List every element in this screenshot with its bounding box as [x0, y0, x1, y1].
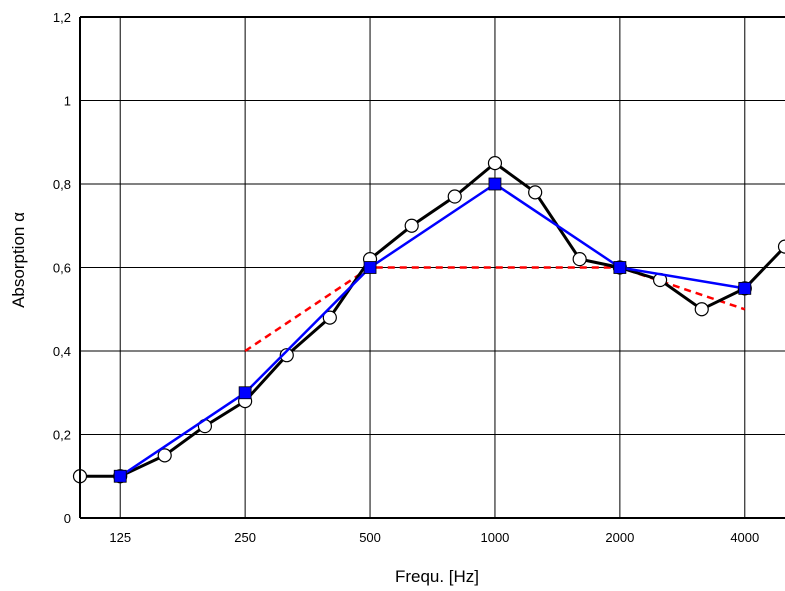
y-tick-label: 0,6: [53, 261, 71, 276]
y-tick-label: 0: [64, 511, 71, 526]
series-line: [80, 163, 785, 476]
y-tick-label: 1,2: [53, 10, 71, 25]
data-point-square: [364, 262, 376, 274]
series-2: [114, 178, 751, 482]
x-tick-label: 2000: [605, 530, 634, 545]
series-line: [120, 184, 745, 476]
series-group: [74, 157, 785, 483]
series-1: [74, 157, 785, 483]
x-tick-label: 125: [109, 530, 131, 545]
data-point-circle: [405, 219, 418, 232]
x-tick-label: 4000: [730, 530, 759, 545]
data-point-square: [114, 470, 126, 482]
y-tick-label: 0,4: [53, 344, 71, 359]
x-tick-label: 250: [234, 530, 256, 545]
y-axis-label: Absorption α: [9, 212, 28, 308]
data-point-square: [739, 282, 751, 294]
data-point-circle: [529, 186, 542, 199]
y-tick-label: 1: [64, 94, 71, 109]
data-point-square: [239, 387, 251, 399]
data-point-square: [614, 262, 626, 274]
x-tick-label: 1000: [480, 530, 509, 545]
data-point-circle: [448, 190, 461, 203]
grid-lines: [80, 17, 785, 518]
data-point-circle: [488, 157, 501, 170]
x-tick-label: 500: [359, 530, 381, 545]
x-axis-label: Frequ. [Hz]: [395, 567, 479, 586]
y-tick-label: 0,2: [53, 428, 71, 443]
data-point-circle: [695, 303, 708, 316]
y-tick-label: 0,8: [53, 177, 71, 192]
data-point-square: [489, 178, 501, 190]
data-point-circle: [573, 253, 586, 266]
